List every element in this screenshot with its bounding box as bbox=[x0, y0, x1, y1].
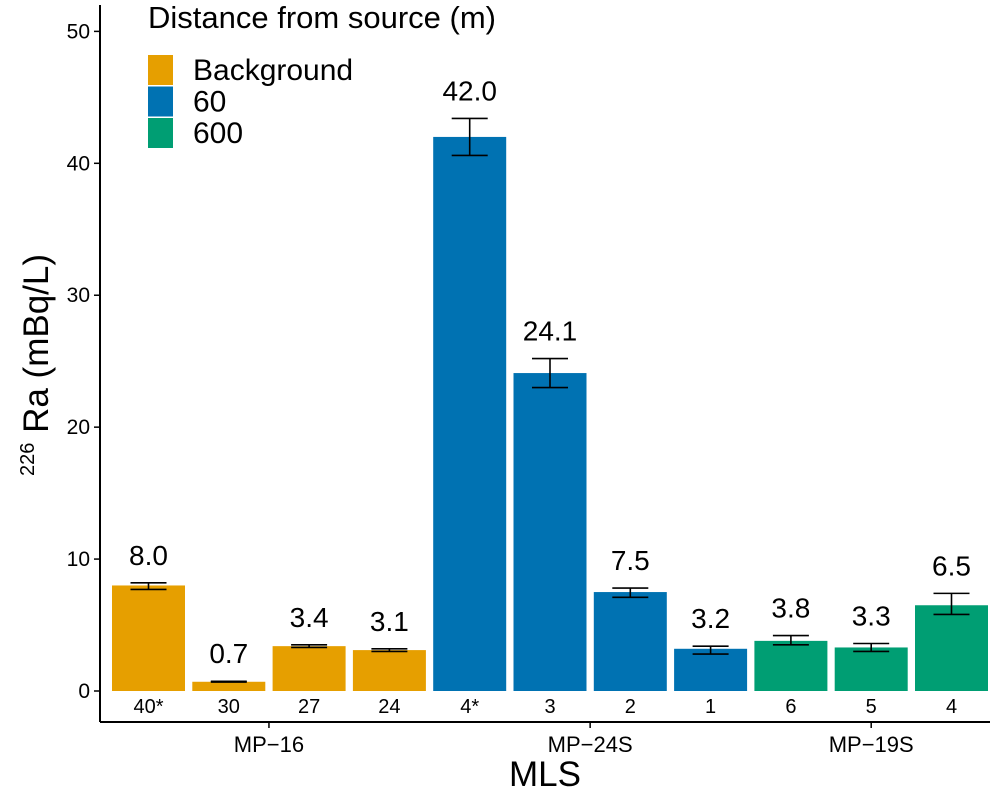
legend-entry-label: Background bbox=[193, 54, 353, 87]
data-label: 42.0 bbox=[442, 75, 497, 106]
data-label: 24.1 bbox=[523, 316, 578, 347]
depth-label: 2 bbox=[625, 696, 636, 718]
bar bbox=[754, 640, 828, 691]
data-label: 3.8 bbox=[771, 593, 810, 624]
legend-swatch bbox=[148, 118, 173, 148]
bar bbox=[513, 373, 587, 691]
legend-entry-label: 600 bbox=[193, 117, 243, 150]
y-tick-label: 40 bbox=[67, 152, 90, 175]
data-label: 7.5 bbox=[611, 545, 650, 576]
y-tick-label: 0 bbox=[78, 680, 90, 703]
data-label: 3.2 bbox=[691, 603, 730, 634]
depth-label: 4 bbox=[946, 696, 957, 718]
bar bbox=[352, 650, 426, 691]
x-axis-title: MLS bbox=[509, 755, 581, 789]
depth-label: 30 bbox=[218, 696, 240, 718]
legend-title: Distance from source (m) bbox=[148, 0, 496, 35]
legend-entry-label: 60 bbox=[193, 86, 226, 119]
y-tick-label: 10 bbox=[67, 548, 90, 571]
y-axis-title: 226 Ra (mBq/L) bbox=[17, 254, 56, 476]
bar bbox=[674, 648, 748, 691]
y-tick-label: 20 bbox=[67, 416, 90, 439]
data-label: 3.1 bbox=[370, 606, 409, 637]
bar bbox=[433, 136, 507, 691]
y-axis-title-main: Ra (mBq/L) bbox=[17, 254, 56, 443]
depth-label: 3 bbox=[544, 696, 555, 718]
data-label: 0.7 bbox=[209, 638, 248, 669]
y-tick-label: 50 bbox=[67, 20, 90, 43]
bar bbox=[272, 646, 346, 691]
bar bbox=[192, 681, 266, 691]
depth-label: 1 bbox=[705, 696, 716, 718]
data-label: 3.4 bbox=[290, 602, 329, 633]
bar bbox=[112, 585, 185, 691]
y-tick-label: 30 bbox=[67, 284, 90, 307]
depth-label: 6 bbox=[785, 696, 796, 718]
bar bbox=[593, 592, 667, 691]
depth-label: 4* bbox=[460, 696, 479, 718]
x-tick-label: MP−24S bbox=[548, 732, 633, 757]
data-label: 8.0 bbox=[129, 540, 168, 571]
depth-label: 27 bbox=[298, 696, 320, 718]
bar bbox=[834, 647, 908, 691]
x-tick-label: MP−16 bbox=[234, 732, 304, 757]
data-label: 3.3 bbox=[852, 601, 891, 632]
depth-label: 5 bbox=[866, 696, 877, 718]
depth-label: 40* bbox=[133, 696, 163, 718]
x-tick-label: MP−19S bbox=[829, 732, 914, 757]
bar bbox=[915, 605, 988, 691]
depth-label: 24 bbox=[378, 696, 400, 718]
legend-swatch bbox=[148, 55, 173, 85]
y-axis-title-superscript: 226 bbox=[17, 443, 39, 476]
legend-swatch bbox=[148, 86, 173, 117]
data-label: 6.5 bbox=[932, 550, 971, 581]
